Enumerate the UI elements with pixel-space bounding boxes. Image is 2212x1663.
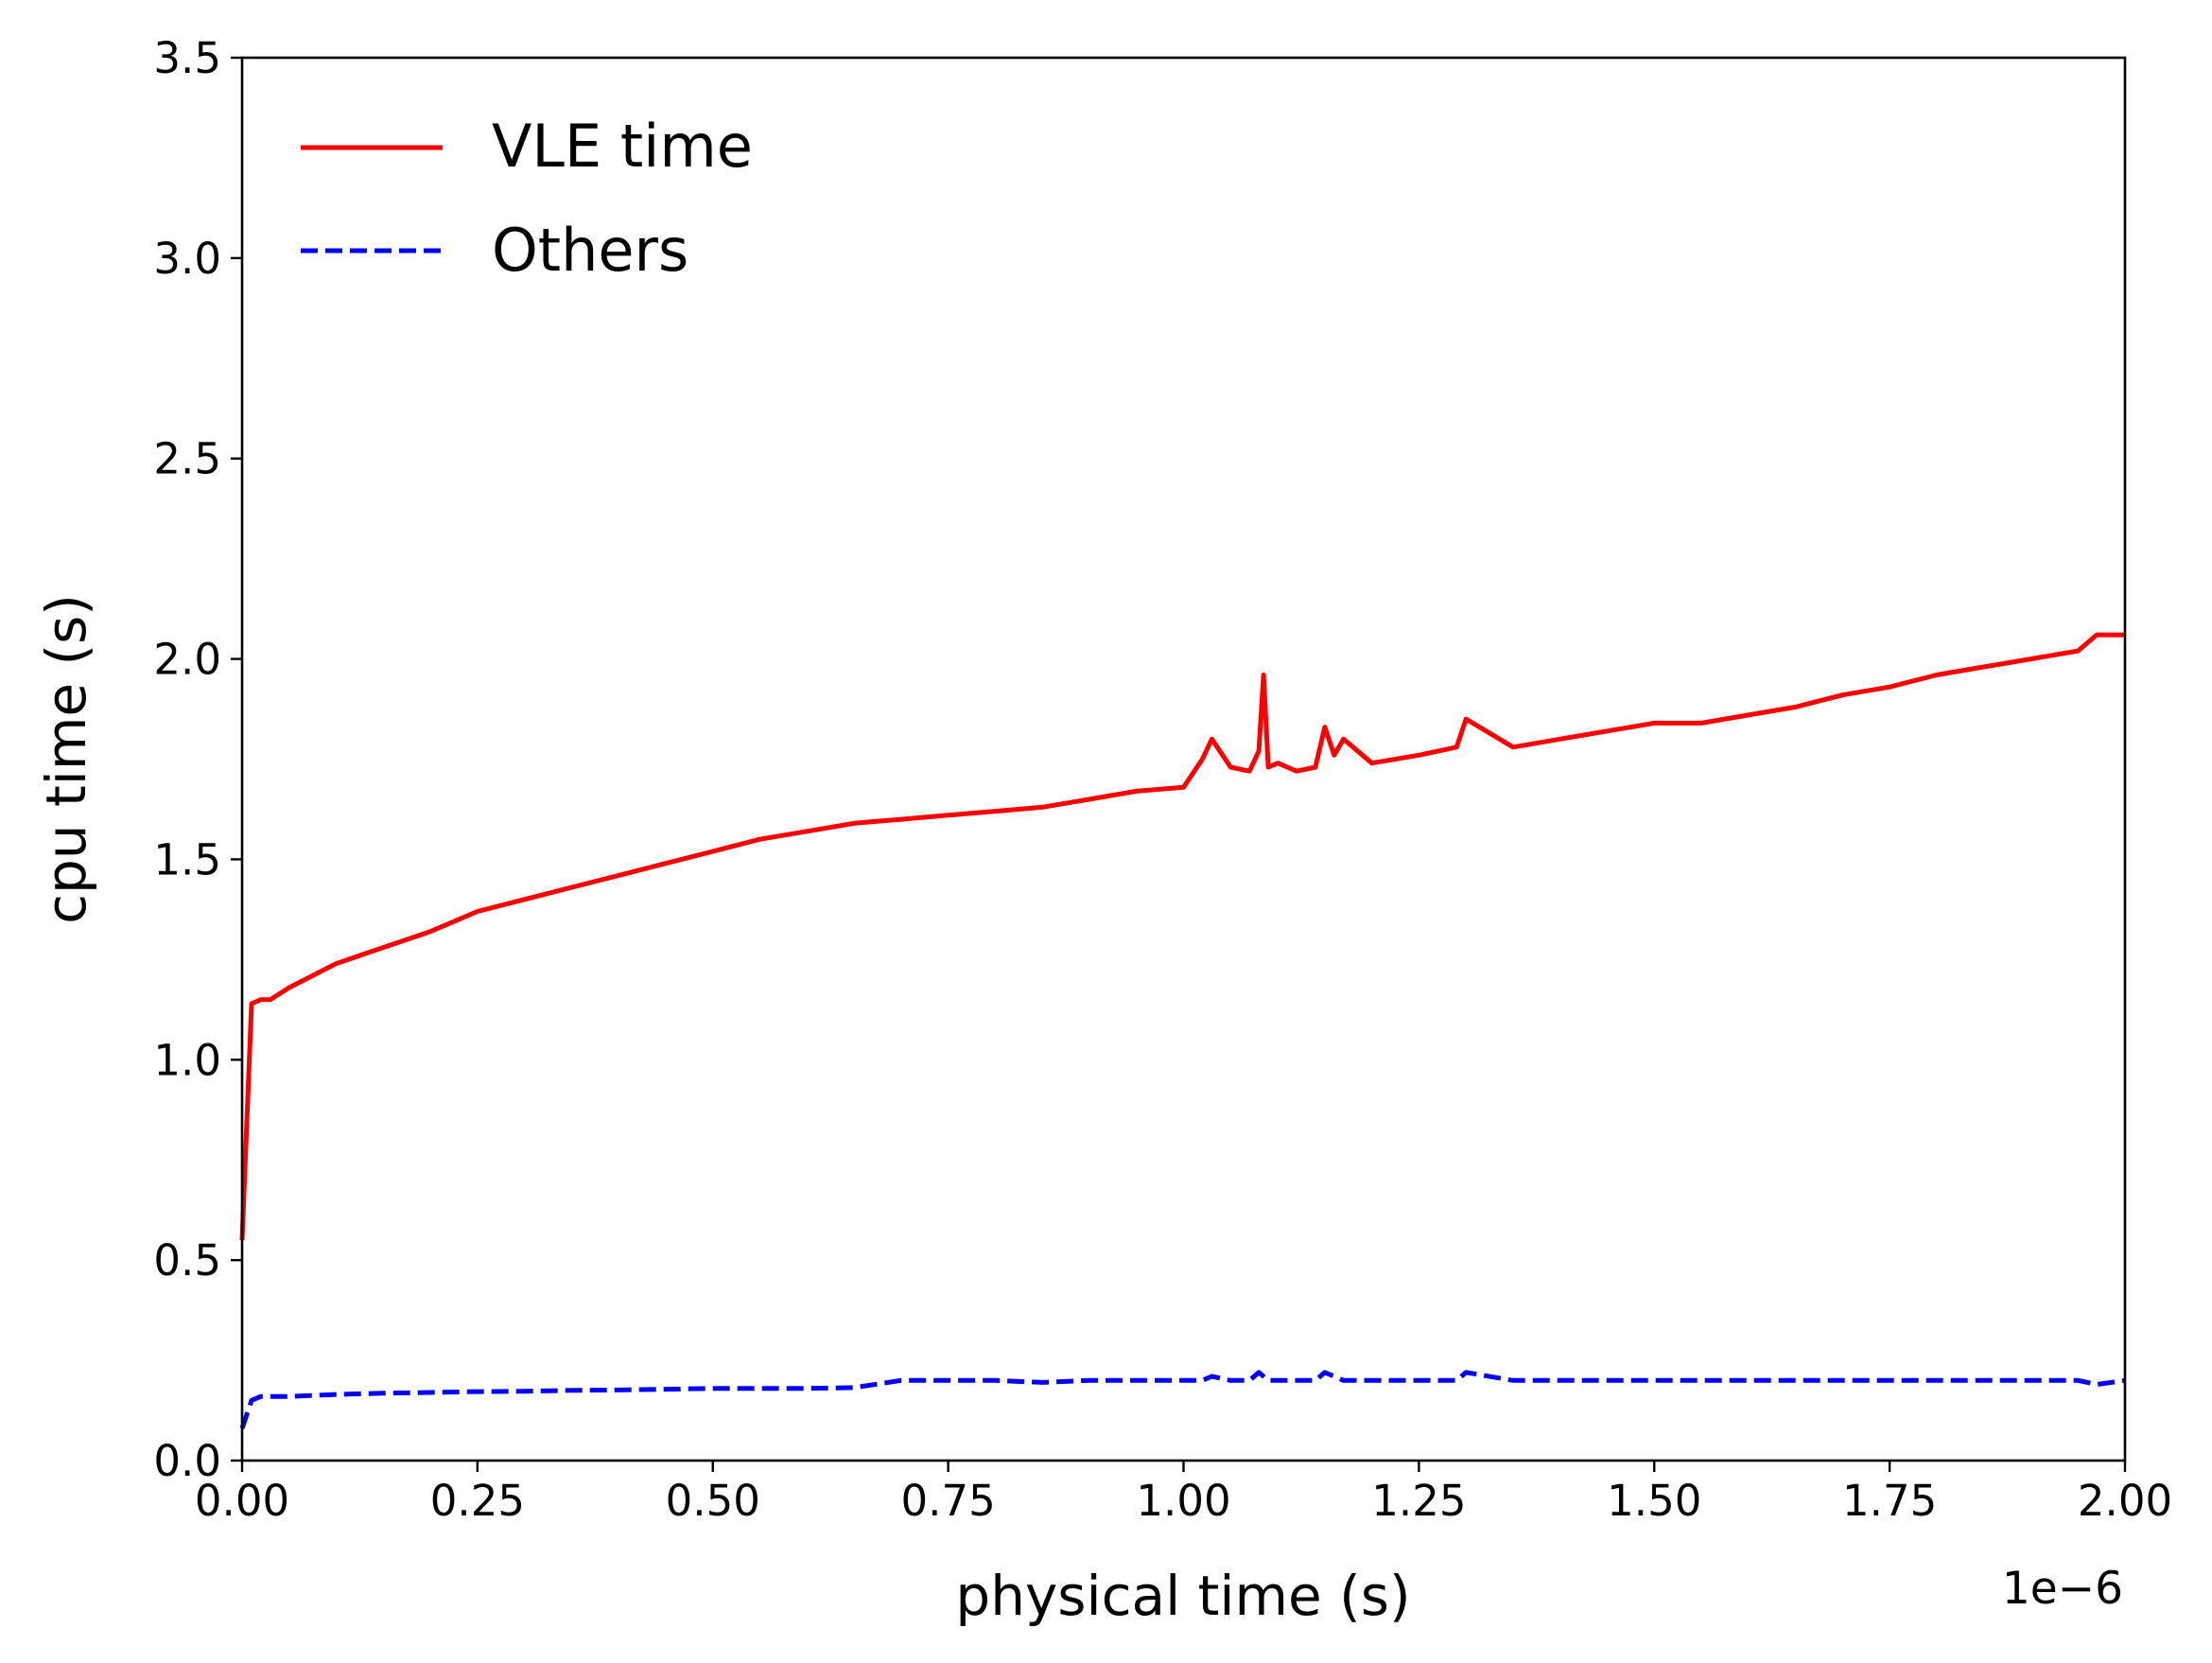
y-axis-ticks: 0.0 0.5 1.0 1.5 2.0 2.5 3.0 3.5 <box>153 33 242 1486</box>
x-tick-label: 1.75 <box>1842 1476 1937 1526</box>
y-tick-label: 1.0 <box>153 1035 221 1085</box>
x-tick-label: 2.00 <box>2078 1476 2172 1526</box>
y-tick-label: 3.0 <box>153 234 221 284</box>
y-tick-label: 2.0 <box>153 635 221 685</box>
y-axis-label: cpu time (s) <box>34 594 98 924</box>
x-axis-label: physical time (s) <box>955 1564 1410 1628</box>
legend-label-vle-time: VLE time <box>492 112 753 181</box>
y-tick-label: 3.5 <box>153 33 221 83</box>
x-axis-offset-label: 1e−6 <box>2002 1563 2123 1615</box>
y-tick-label: 2.5 <box>153 434 221 484</box>
x-tick-label: 0.25 <box>430 1476 525 1526</box>
y-tick-label: 1.5 <box>153 834 221 884</box>
x-tick-label: 1.00 <box>1136 1476 1230 1526</box>
series-line-vle-time <box>239 632 2125 1241</box>
x-tick-label: 1.50 <box>1607 1476 1701 1526</box>
x-axis-ticks: 0.00 0.25 0.50 0.75 1.00 1.25 1.50 1.75 2.00 <box>195 1461 2172 1526</box>
legend-label-others: Others <box>492 216 688 285</box>
legend: VLE time Others <box>301 112 753 285</box>
x-tick-label: 0.50 <box>666 1476 760 1526</box>
y-tick-label: 0.0 <box>153 1436 221 1486</box>
series-line-others <box>239 1370 2126 1429</box>
plot-frame <box>240 56 2127 1462</box>
x-tick-label: 0.75 <box>901 1476 996 1526</box>
x-tick-label: 1.25 <box>1371 1476 1466 1526</box>
x-tick-label: 0.00 <box>195 1476 289 1526</box>
series-layer <box>239 632 2126 1429</box>
y-tick-label: 0.5 <box>153 1235 221 1286</box>
